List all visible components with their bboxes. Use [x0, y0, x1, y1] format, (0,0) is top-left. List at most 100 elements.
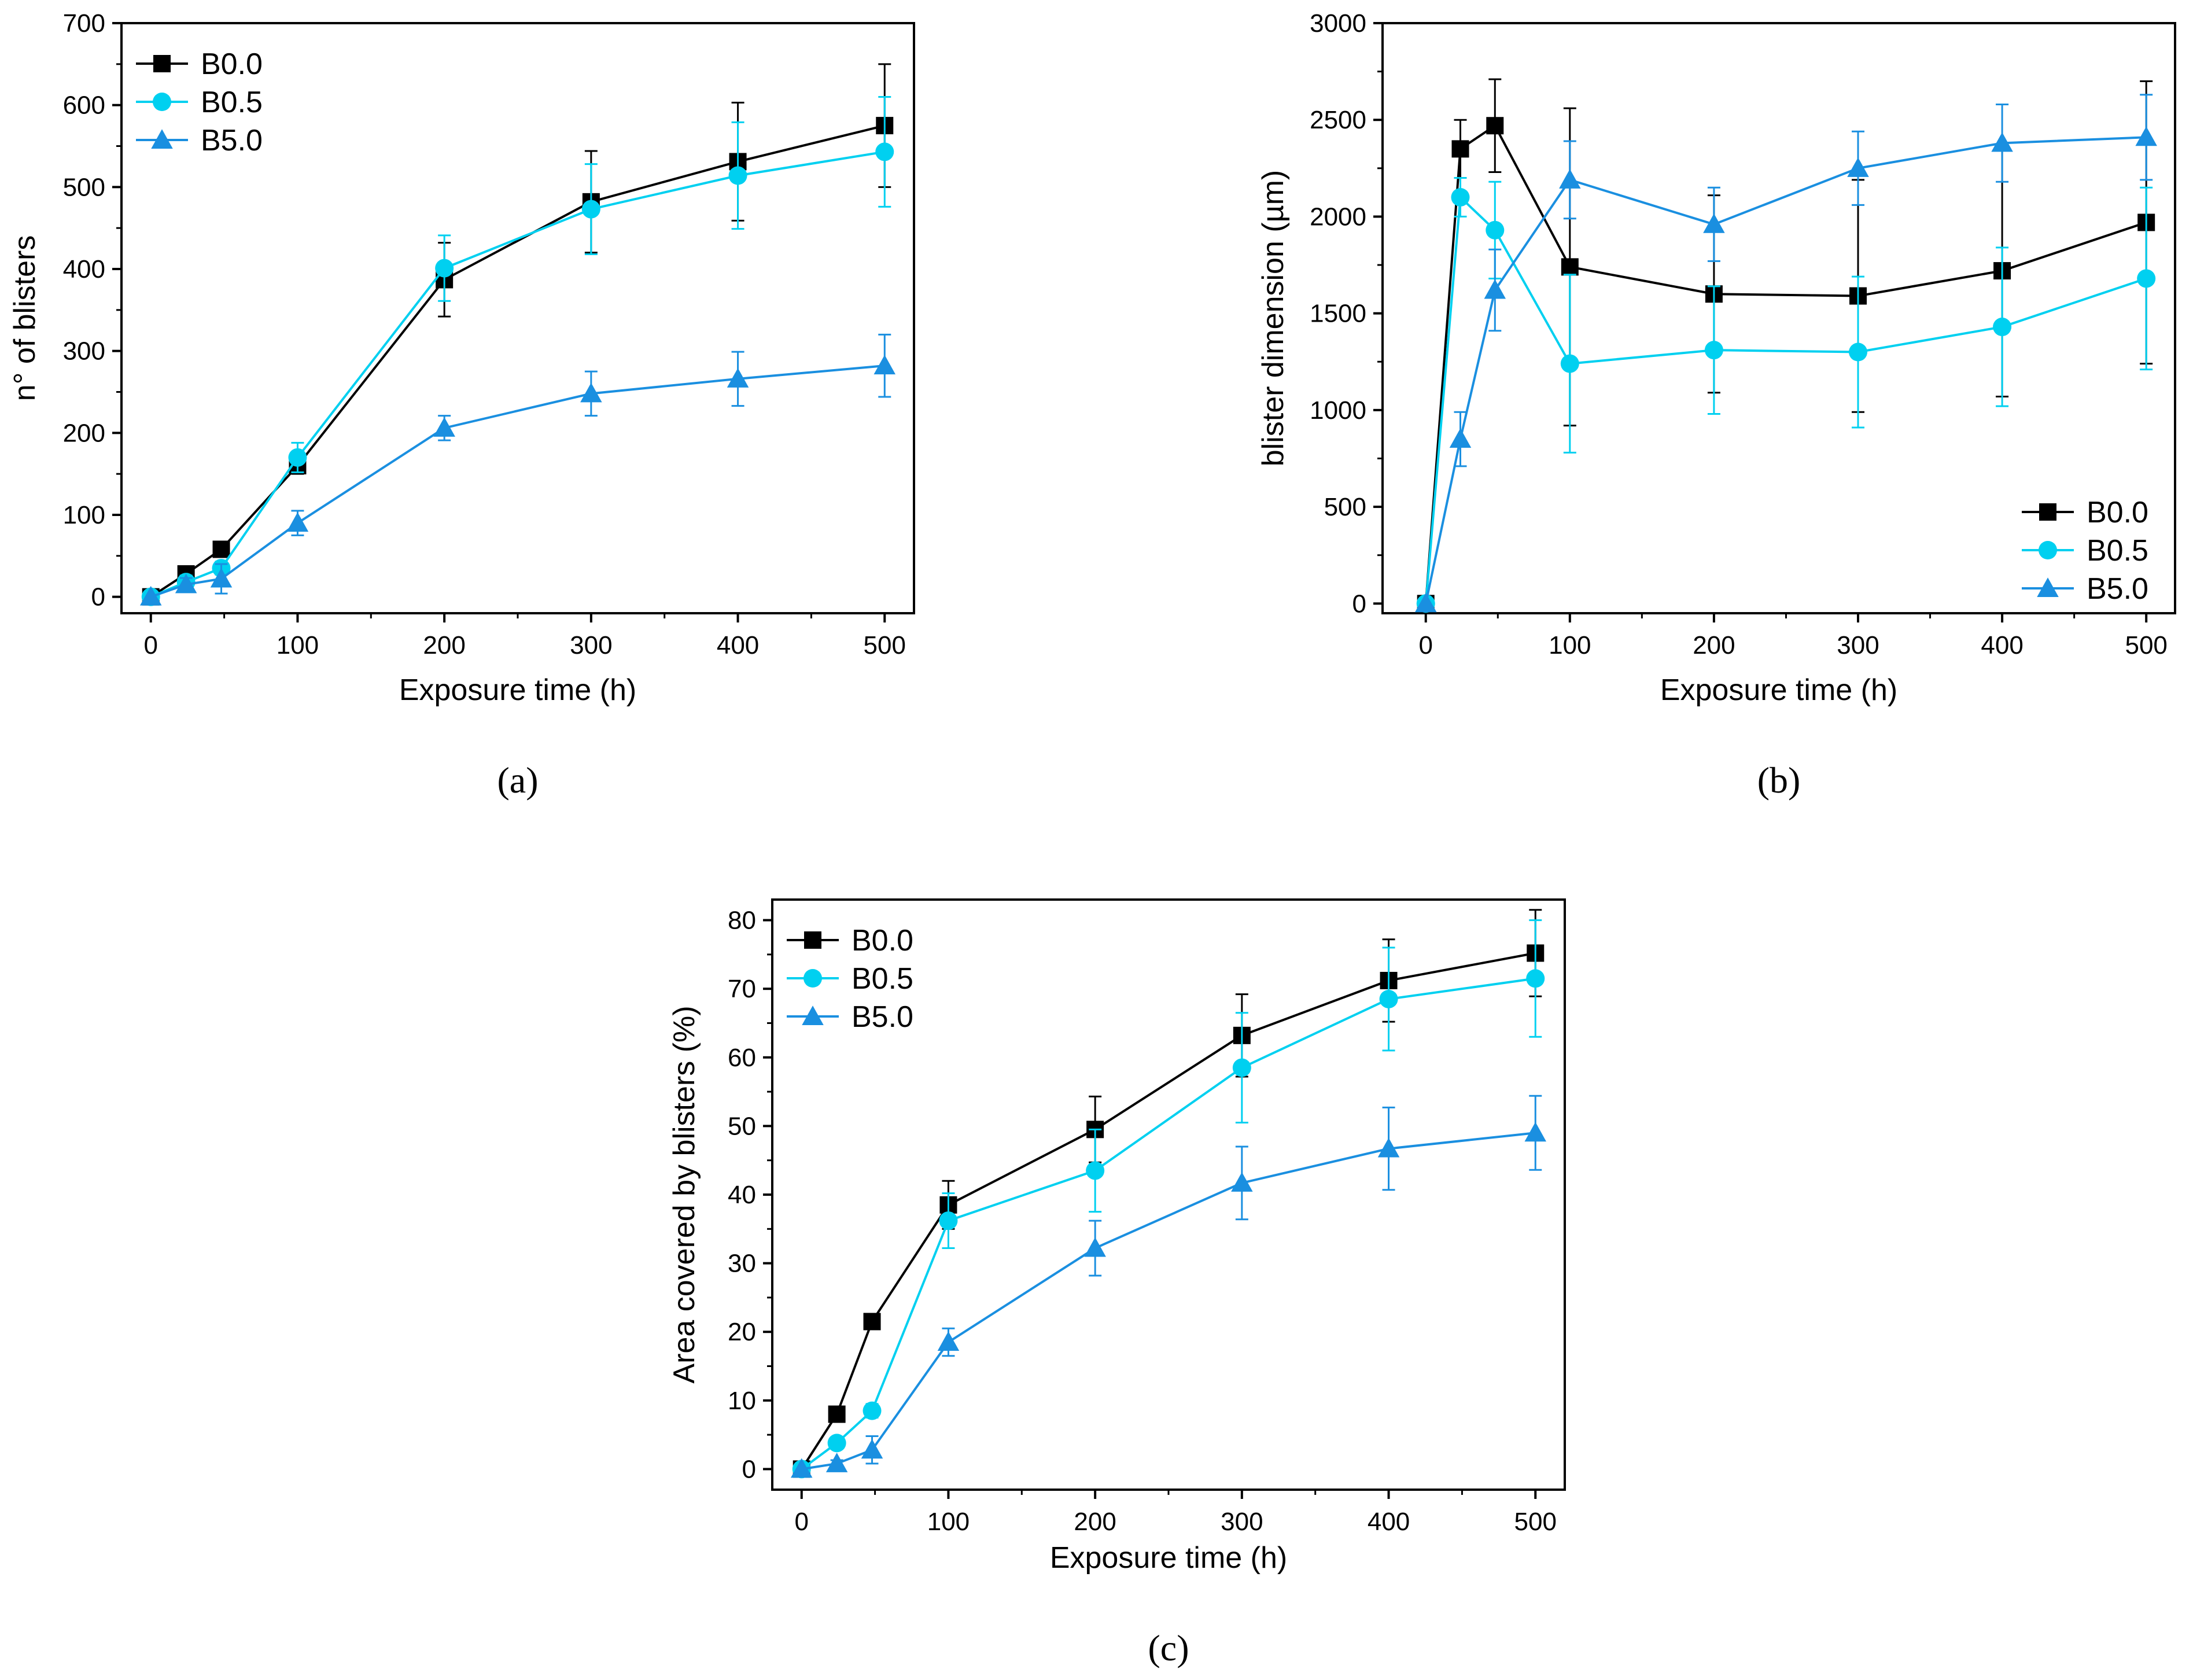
y-tick-label: 50: [728, 1112, 756, 1140]
y-tick-label: 10: [728, 1387, 756, 1415]
legend-label: B0.0: [2087, 496, 2148, 529]
legend-item: B0.5: [136, 86, 263, 119]
series-line: [1424, 136, 2147, 604]
legend-marker: [2039, 503, 2056, 521]
data-point: [1991, 132, 2013, 152]
x-tick-label: 500: [864, 631, 906, 660]
data-point: [939, 1211, 958, 1230]
y-tick-label: 1500: [1310, 300, 1366, 328]
data-point: [1704, 341, 1723, 360]
x-tick-label: 100: [927, 1508, 970, 1536]
x-tick-label: 200: [1074, 1508, 1116, 1536]
legend-marker: [2039, 541, 2057, 559]
data-point: [286, 512, 309, 532]
data-point: [1484, 279, 1506, 299]
data-point: [863, 1401, 882, 1420]
series-b0-5: [1416, 177, 2156, 613]
legend: B0.0 B0.5 B5.0: [2022, 496, 2148, 606]
x-tick-label: 200: [1693, 631, 1735, 660]
data-point: [790, 1458, 813, 1478]
data-point: [139, 585, 162, 606]
data-point: [1561, 258, 1579, 276]
series-line: [801, 952, 1536, 1470]
plot-area: [1381, 22, 2176, 614]
legend-label: B0.0: [201, 47, 263, 81]
y-tick-label: 60: [728, 1044, 756, 1072]
y-tick-label: 0: [742, 1455, 756, 1483]
data-point: [728, 166, 747, 185]
y-tick-label: 300: [63, 337, 105, 366]
data-point: [825, 1453, 848, 1472]
y-tick-label: 40: [728, 1181, 756, 1209]
y-tick-label: 2000: [1310, 202, 1366, 231]
legend-marker: [151, 129, 173, 149]
data-point: [873, 355, 896, 375]
y-axis-label: n° of blisters: [8, 235, 42, 401]
data-point: [581, 200, 600, 219]
series-b5-0: [1414, 94, 2157, 613]
data-point: [2135, 126, 2157, 146]
y-tick-label: 80: [728, 907, 756, 935]
legend: B0.0 B0.5 B5.0: [136, 47, 263, 157]
data-point: [175, 573, 197, 594]
data-point: [827, 1434, 846, 1453]
legend-label: B0.5: [201, 86, 263, 119]
series-line: [150, 364, 885, 598]
legend-marker: [802, 1005, 824, 1025]
legend-marker: [804, 969, 822, 988]
y-tick-label: 0: [91, 583, 105, 611]
x-tick-label: 400: [717, 631, 759, 660]
y-tick-label: 700: [63, 9, 105, 38]
series-line: [801, 1132, 1536, 1471]
panel-label: (a): [497, 760, 538, 801]
data-point: [1560, 354, 1579, 373]
legend-marker: [153, 93, 171, 111]
legend-item: B0.0: [136, 47, 263, 81]
x-tick-label: 500: [1514, 1508, 1557, 1536]
data-point: [1524, 1122, 1547, 1142]
data-point: [1847, 157, 1869, 177]
legend-item: B0.0: [787, 924, 913, 957]
data-point: [1414, 592, 1437, 613]
data-point: [1486, 220, 1505, 240]
y-tick-label: 100: [63, 501, 105, 529]
data-point: [1993, 318, 2012, 337]
x-tick-label: 200: [423, 631, 465, 660]
x-tick-label: 400: [1368, 1508, 1410, 1536]
legend-label: B0.0: [852, 924, 913, 957]
legend-label: B0.5: [852, 962, 913, 996]
y-tick-label: 500: [63, 173, 105, 201]
x-axis-label: Exposure time (h): [1050, 1541, 1287, 1575]
y-axis-label: blister dimension (µm): [1256, 170, 1290, 467]
x-tick-label: 0: [794, 1508, 808, 1536]
data-point: [1703, 213, 1725, 233]
legend-label: B5.0: [852, 1000, 913, 1034]
x-tick-label: 300: [1837, 631, 1879, 660]
legend-item: B5.0: [2022, 572, 2148, 606]
data-point: [1232, 1058, 1251, 1077]
data-point: [863, 1313, 881, 1331]
data-point: [580, 382, 602, 403]
y-tick-label: 400: [63, 255, 105, 283]
chart-panel-c: 0 100 200 300 400 500 0 10 20 30 40 50 60 70 80 Exposu…: [668, 898, 1566, 1668]
legend-label: B0.5: [2087, 534, 2148, 568]
series-b5-0: [139, 333, 896, 606]
legend-item: B5.0: [787, 1000, 913, 1034]
y-tick-label: 2500: [1310, 106, 1366, 134]
data-point: [1377, 1137, 1400, 1158]
legend: B0.0 B0.5 B5.0: [787, 924, 913, 1034]
data-point: [433, 417, 455, 437]
y-tick-label: 30: [728, 1250, 756, 1278]
data-point: [1379, 989, 1398, 1008]
chart-panel-b: 0 100 200 300 400 500 0 500 1000 1500 2000 2500 3000…: [1256, 9, 2176, 801]
data-point: [937, 1331, 960, 1351]
x-axis-label: Exposure time (h): [1660, 673, 1897, 707]
data-point: [1486, 117, 1504, 135]
x-axis-label: Exposure time (h): [399, 673, 636, 707]
y-tick-label: 70: [728, 975, 756, 1003]
data-point: [1449, 428, 1472, 448]
data-point: [288, 448, 307, 467]
x-tick-label: 0: [143, 631, 157, 660]
data-point: [1231, 1172, 1253, 1192]
y-tick-label: 1000: [1310, 396, 1366, 425]
